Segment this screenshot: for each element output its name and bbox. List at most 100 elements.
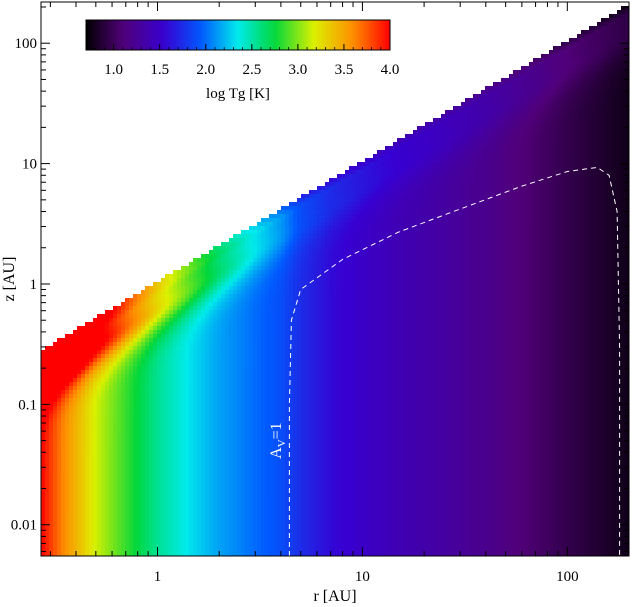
heatmap-cell [529, 122, 534, 127]
heatmap-cell [569, 122, 574, 127]
heatmap-cell [617, 150, 622, 155]
heatmap-cell [517, 246, 522, 251]
heatmap-cell [561, 54, 566, 59]
heatmap-cell [621, 26, 626, 31]
heatmap-cell [345, 298, 350, 303]
heatmap-cell [421, 146, 426, 151]
heatmap-cell [605, 122, 610, 127]
heatmap-cell [525, 94, 530, 99]
heatmap-cell [529, 206, 534, 211]
heatmap-cell [589, 86, 594, 91]
heatmap-cell [485, 90, 490, 95]
heatmap-cell [505, 198, 510, 203]
heatmap-cell [453, 222, 458, 227]
heatmap-cell [537, 210, 542, 215]
heatmap-cell [253, 294, 258, 299]
heatmap-cell [413, 142, 418, 147]
heatmap-cell [529, 78, 534, 83]
heatmap-cell [557, 210, 562, 215]
heatmap-cell [153, 282, 158, 287]
heatmap-cell [597, 54, 602, 59]
heatmap-cell [521, 242, 526, 247]
heatmap-cell [577, 194, 582, 199]
heatmap-cell [465, 238, 470, 243]
heatmap-cell [393, 270, 398, 275]
heatmap-cell [525, 278, 530, 283]
heatmap-cell [325, 242, 330, 247]
heatmap-cell [569, 38, 574, 43]
heatmap-cell [421, 194, 426, 199]
heatmap-cell [285, 302, 290, 307]
heatmap-cell [341, 238, 346, 243]
heatmap-cell [349, 174, 354, 179]
heatmap-cell [465, 182, 470, 187]
heatmap-cell [565, 150, 570, 155]
heatmap-cell [413, 258, 418, 263]
heatmap-cell [625, 298, 629, 303]
heatmap-cell [425, 182, 430, 187]
heatmap-cell [441, 274, 446, 279]
heatmap-cell [573, 238, 578, 243]
heatmap-cell [613, 18, 618, 23]
temperature-heatmap [41, 6, 629, 556]
heatmap-cell [529, 302, 534, 307]
heatmap-cell [285, 242, 290, 247]
heatmap-cell [369, 210, 374, 215]
heatmap-cell [473, 298, 478, 303]
heatmap-cell [353, 210, 358, 215]
heatmap-cell [609, 258, 614, 263]
heatmap-cell [245, 262, 250, 267]
heatmap-cell [429, 222, 434, 227]
heatmap-cell [485, 194, 490, 199]
heatmap-cell [189, 266, 194, 271]
heatmap-cell [449, 258, 454, 263]
heatmap-cell [557, 254, 562, 259]
heatmap-cell [581, 166, 586, 171]
heatmap-cell [557, 130, 562, 135]
heatmap-cell [549, 82, 554, 87]
heatmap-cell [229, 246, 234, 251]
heatmap-cell [589, 190, 594, 195]
heatmap-cell [461, 250, 466, 255]
heatmap-cell [173, 298, 178, 303]
heatmap-cell [421, 242, 426, 247]
heatmap-cell [545, 90, 550, 95]
heatmap-cell [165, 298, 170, 303]
heatmap-cell [137, 310, 142, 315]
heatmap-cell [521, 118, 526, 123]
heatmap-cell [189, 278, 194, 283]
heatmap-cell [557, 190, 562, 195]
heatmap-cell [193, 262, 198, 267]
heatmap-cell [573, 206, 578, 211]
heatmap-cell [377, 298, 382, 303]
heatmap-cell [273, 302, 278, 307]
heatmap-cell [393, 218, 398, 223]
heatmap-cell [453, 258, 458, 263]
heatmap-cell [373, 230, 378, 235]
heatmap-cell [393, 154, 398, 159]
heatmap-cell [413, 242, 418, 247]
heatmap-cell [609, 162, 614, 167]
heatmap-cell [509, 194, 514, 199]
heatmap-cell [489, 230, 494, 235]
heatmap-cell [417, 290, 422, 295]
heatmap-cell [509, 286, 514, 291]
heatmap-cell [285, 218, 290, 223]
heatmap-cell [565, 274, 570, 279]
heatmap-cell [533, 86, 538, 91]
heatmap-cell [525, 246, 530, 251]
heatmap-cell [529, 174, 534, 179]
heatmap-cell [617, 162, 622, 167]
heatmap-cell [461, 106, 466, 111]
heatmap-cell [613, 274, 618, 279]
heatmap-cell [557, 82, 562, 87]
heatmap-cell [281, 206, 286, 211]
heatmap-cell [377, 294, 382, 299]
heatmap-cell [557, 162, 562, 167]
heatmap-cell [465, 102, 470, 107]
heatmap-cell [609, 30, 614, 35]
heatmap-cell [257, 238, 262, 243]
heatmap-cell [445, 234, 450, 239]
heatmap-cell [405, 210, 410, 215]
heatmap-cell [241, 234, 246, 239]
